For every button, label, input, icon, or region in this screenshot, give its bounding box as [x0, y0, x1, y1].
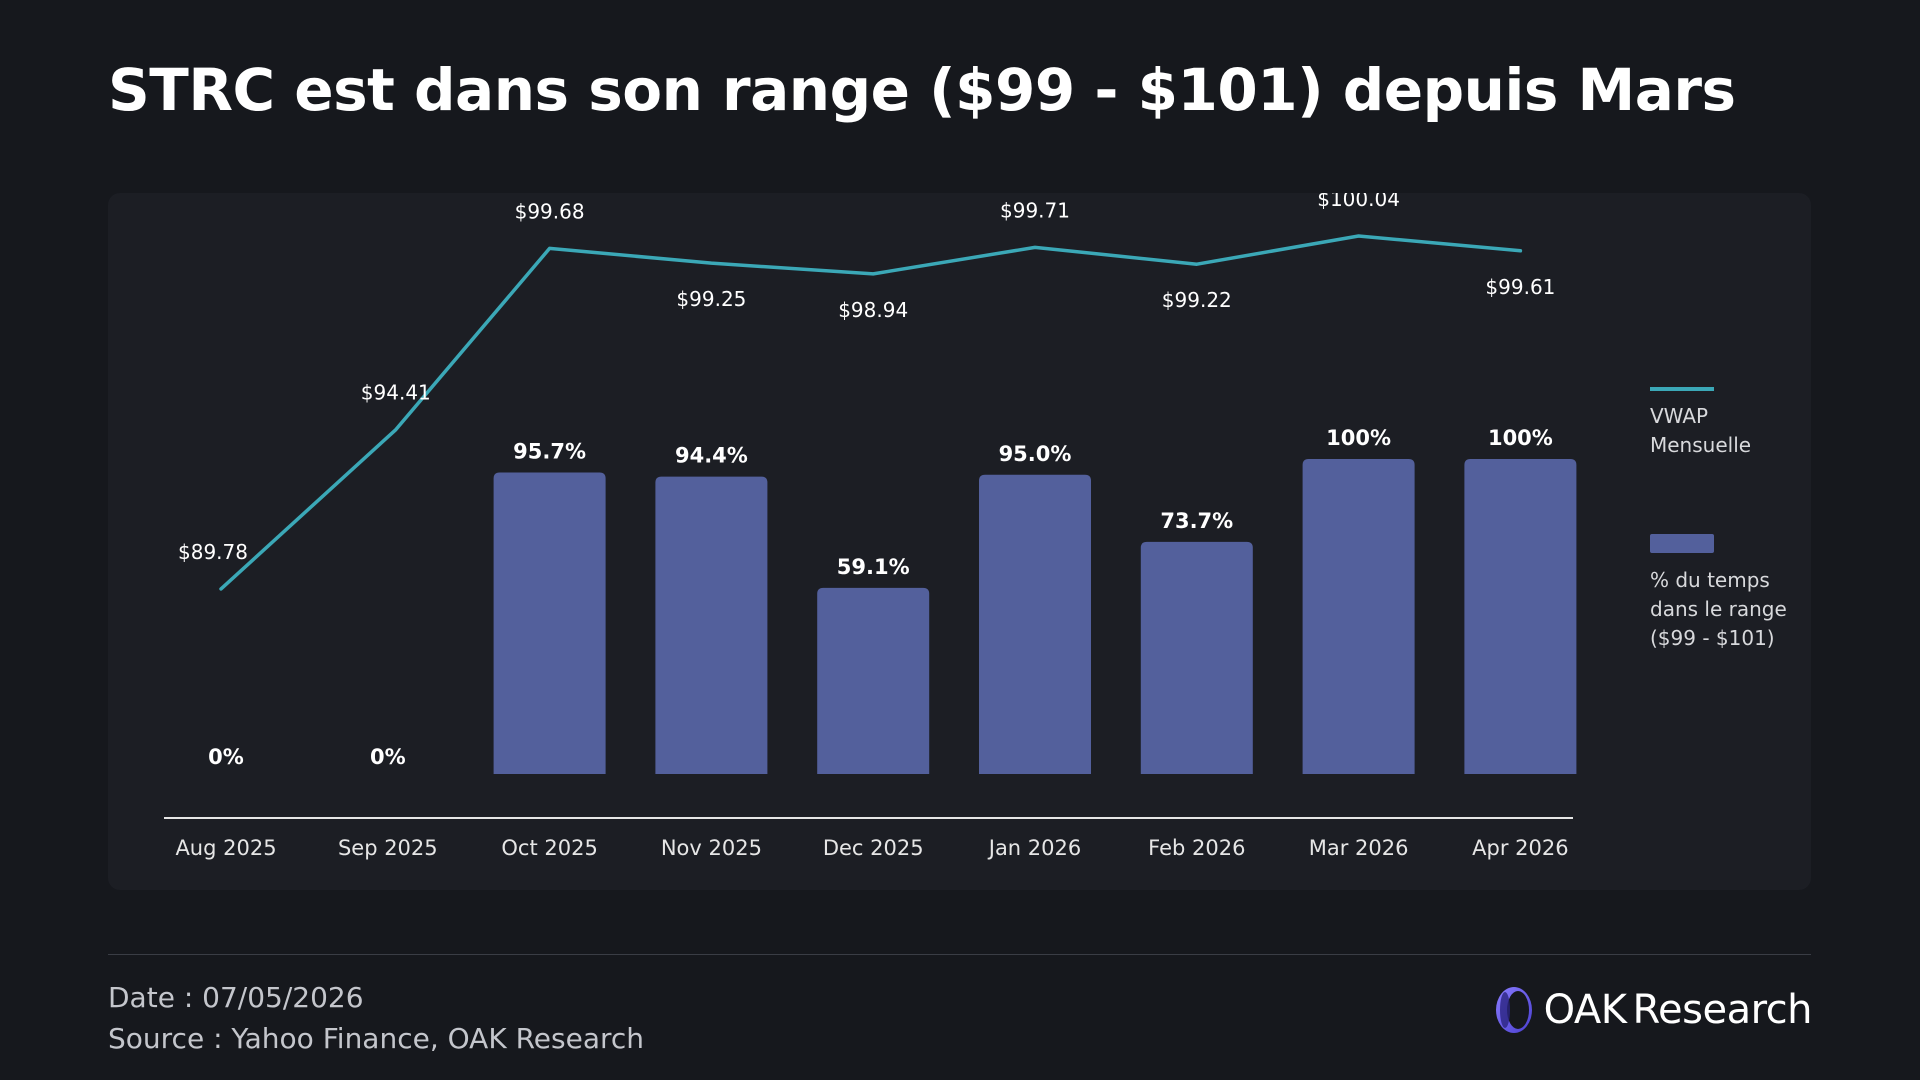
brand-logo: OAK Research — [1490, 985, 1813, 1035]
bar-value-label: 94.4% — [675, 444, 748, 468]
bar — [1302, 459, 1415, 774]
chart-panel: 0% 0% 95.7% 94.4% 59.1% 95.0% 73.7% 100% 100% Aug… — [108, 193, 1811, 890]
x-tick-label: Feb 2026 — [1148, 836, 1245, 860]
legend-line-label: Mensuelle — [1650, 433, 1751, 457]
oak-logo-icon — [1490, 985, 1534, 1035]
footer-source: Source : Yahoo Finance, OAK Research — [108, 1022, 645, 1055]
line-value-label: $99.68 — [515, 199, 585, 223]
bar-value-label: 100% — [1488, 426, 1553, 450]
line-value-label: $94.41 — [361, 381, 431, 405]
brand-name: OAK Research — [1543, 987, 1813, 1033]
bar — [493, 472, 606, 774]
combo-chart: 0% 0% 95.7% 94.4% 59.1% 95.0% 73.7% 100% 100% Aug… — [164, 193, 1787, 860]
line-value-label: $99.25 — [676, 287, 746, 311]
x-tick-label: Nov 2025 — [661, 836, 762, 860]
line-value-label: $99.71 — [1000, 198, 1070, 222]
bar-value-label: 59.1% — [837, 555, 910, 579]
bar-value-label: 73.7% — [1160, 509, 1233, 533]
line-value-label: $89.78 — [178, 540, 248, 564]
x-tick-label: Aug 2025 — [175, 836, 276, 860]
bar-value-label: 100% — [1326, 426, 1391, 450]
bar-value-label: 0% — [370, 745, 406, 769]
brand-word-oak: OAK — [1543, 987, 1627, 1033]
line-value-label: $100.04 — [1317, 193, 1400, 211]
footer-divider — [108, 954, 1811, 955]
bar — [817, 587, 930, 774]
legend-bar-label: % du temps — [1650, 568, 1770, 592]
x-tick-label: Jan 2026 — [987, 836, 1082, 860]
bar — [1464, 459, 1577, 774]
bar-value-label: 95.7% — [513, 440, 586, 464]
legend-bar-swatch — [1650, 534, 1714, 553]
brand-word-research: Research — [1632, 987, 1813, 1033]
chart-title: STRC est dans son range ($99 - $101) dep… — [108, 56, 1736, 124]
line-value-label: $99.22 — [1162, 288, 1232, 312]
x-tick-label: Sep 2025 — [338, 836, 438, 860]
line-value-label: $98.94 — [838, 298, 908, 322]
x-tick-label: Apr 2026 — [1472, 836, 1568, 860]
x-tick-label: Oct 2025 — [501, 836, 597, 860]
line-value-label: $99.61 — [1485, 275, 1555, 299]
bar — [979, 474, 1091, 774]
bar-value-label: 0% — [208, 745, 244, 769]
legend-bar-label: ($99 - $101) — [1650, 626, 1775, 650]
legend-bar-label: dans le range — [1650, 597, 1787, 621]
bar — [1140, 541, 1253, 774]
x-tick-label: Dec 2025 — [823, 836, 924, 860]
bar — [655, 476, 768, 774]
vwap-line — [219, 234, 1523, 591]
x-tick-label: Mar 2026 — [1309, 836, 1409, 860]
bar-value-label: 95.0% — [999, 442, 1072, 466]
footer-date: Date : 07/05/2026 — [108, 981, 364, 1014]
legend-line-label: VWAP — [1650, 404, 1708, 428]
